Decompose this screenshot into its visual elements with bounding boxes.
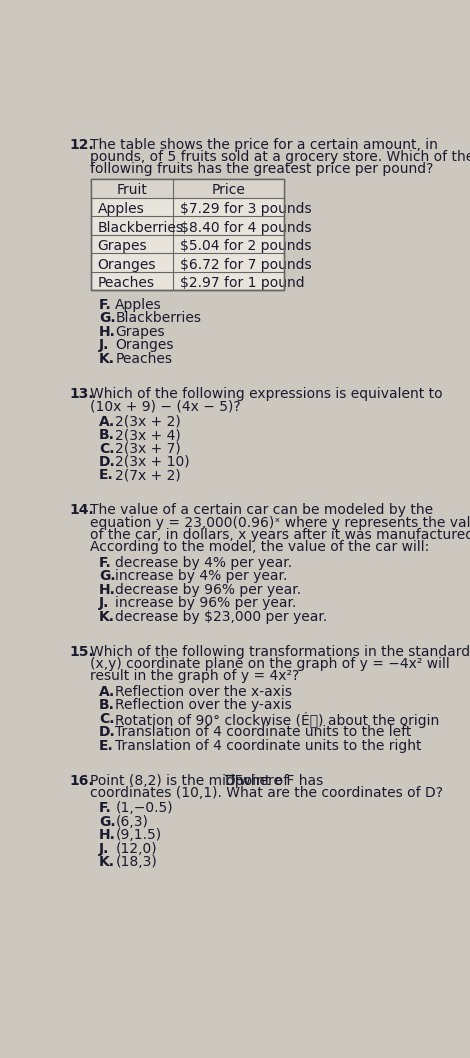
Text: (6,3): (6,3) bbox=[115, 815, 148, 829]
Text: C.: C. bbox=[99, 441, 115, 456]
Text: K.: K. bbox=[99, 855, 115, 870]
Text: G.: G. bbox=[99, 569, 116, 583]
Text: $6.72 for 7 pounds: $6.72 for 7 pounds bbox=[180, 258, 311, 272]
Text: 14.: 14. bbox=[70, 504, 94, 517]
Text: 2(3x + 10): 2(3x + 10) bbox=[115, 455, 190, 469]
Text: F.: F. bbox=[99, 298, 112, 312]
Text: increase by 4% per year.: increase by 4% per year. bbox=[115, 569, 288, 583]
Text: DF: DF bbox=[225, 773, 243, 788]
Text: A.: A. bbox=[99, 685, 115, 699]
Text: 16.: 16. bbox=[70, 773, 94, 788]
Text: The value of a certain car can be modeled by the: The value of a certain car can be modele… bbox=[90, 504, 433, 517]
Bar bbox=[91, 179, 283, 290]
Text: 2(3x + 2): 2(3x + 2) bbox=[115, 415, 181, 428]
Text: $2.97 for 1 pound: $2.97 for 1 pound bbox=[180, 276, 304, 290]
Text: G.: G. bbox=[99, 815, 116, 829]
Text: (18,3): (18,3) bbox=[115, 855, 157, 870]
Text: Which of the following expressions is equivalent to: Which of the following expressions is eq… bbox=[90, 387, 442, 401]
Text: Which of the following transformations in the standard: Which of the following transformations i… bbox=[90, 644, 470, 659]
Text: $5.04 for 2 pounds: $5.04 for 2 pounds bbox=[180, 239, 311, 253]
Text: (9,1.5): (9,1.5) bbox=[115, 828, 162, 842]
Text: decrease by $23,000 per year.: decrease by $23,000 per year. bbox=[115, 609, 328, 624]
Text: 2(3x + 4): 2(3x + 4) bbox=[115, 428, 181, 442]
Text: pounds, of 5 fruits sold at a grocery store. Which of the: pounds, of 5 fruits sold at a grocery st… bbox=[90, 150, 470, 164]
Text: D.: D. bbox=[99, 725, 116, 740]
Text: (10x + 9) − (4x − 5)?: (10x + 9) − (4x − 5)? bbox=[90, 399, 240, 414]
Text: 13.: 13. bbox=[70, 387, 94, 401]
Text: C.: C. bbox=[99, 712, 115, 726]
Text: coordinates (10,1). What are the coordinates of D?: coordinates (10,1). What are the coordin… bbox=[90, 786, 443, 800]
Text: Reflection over the y-axis: Reflection over the y-axis bbox=[115, 698, 292, 712]
Text: A.: A. bbox=[99, 415, 115, 428]
Text: J.: J. bbox=[99, 597, 110, 610]
Text: J.: J. bbox=[99, 339, 110, 352]
Text: B.: B. bbox=[99, 698, 115, 712]
Text: (x,y) coordinate plane on the graph of y = −4x² will: (x,y) coordinate plane on the graph of y… bbox=[90, 657, 449, 671]
Text: Oranges: Oranges bbox=[97, 258, 156, 272]
Text: decrease by 96% per year.: decrease by 96% per year. bbox=[115, 583, 301, 597]
Text: Point (8,2) is the midpoint of: Point (8,2) is the midpoint of bbox=[90, 773, 292, 788]
Text: increase by 96% per year.: increase by 96% per year. bbox=[115, 597, 297, 610]
Text: $8.40 for 4 pounds: $8.40 for 4 pounds bbox=[180, 221, 311, 235]
Text: result in the graph of y = 4x²?: result in the graph of y = 4x²? bbox=[90, 670, 299, 683]
Text: F.: F. bbox=[99, 555, 112, 570]
Text: G.: G. bbox=[99, 311, 116, 326]
Text: According to the model, the value of the car will:: According to the model, the value of the… bbox=[90, 541, 429, 554]
Text: equation y = 23,000(0.96)ˣ where y represents the value: equation y = 23,000(0.96)ˣ where y repre… bbox=[90, 516, 470, 530]
Text: B.: B. bbox=[99, 428, 115, 442]
Text: decrease by 4% per year.: decrease by 4% per year. bbox=[115, 555, 292, 570]
Text: E.: E. bbox=[99, 469, 114, 482]
Text: following fruits has the greatest price per pound?: following fruits has the greatest price … bbox=[90, 162, 433, 177]
Text: K.: K. bbox=[99, 352, 115, 366]
Text: Apples: Apples bbox=[115, 298, 162, 312]
Text: 2(7x + 2): 2(7x + 2) bbox=[115, 469, 181, 482]
Text: H.: H. bbox=[99, 583, 116, 597]
Text: 2(3x + 7): 2(3x + 7) bbox=[115, 441, 181, 456]
Text: 15.: 15. bbox=[70, 644, 94, 659]
Text: (1,−0.5): (1,−0.5) bbox=[115, 802, 173, 816]
Text: D.: D. bbox=[99, 455, 116, 469]
Text: The table shows the price for a certain amount, in: The table shows the price for a certain … bbox=[90, 138, 438, 151]
Text: H.: H. bbox=[99, 828, 116, 842]
Text: Grapes: Grapes bbox=[97, 239, 147, 253]
Bar bbox=[91, 179, 283, 198]
Text: Peaches: Peaches bbox=[97, 276, 155, 290]
Text: H.: H. bbox=[99, 325, 116, 339]
Text: K.: K. bbox=[99, 609, 115, 624]
Text: F.: F. bbox=[99, 802, 112, 816]
Text: Reflection over the x-axis: Reflection over the x-axis bbox=[115, 685, 292, 699]
Text: Peaches: Peaches bbox=[115, 352, 172, 366]
Bar bbox=[91, 179, 283, 290]
Text: Oranges: Oranges bbox=[115, 339, 174, 352]
Text: Grapes: Grapes bbox=[115, 325, 165, 339]
Text: Translation of 4 coordinate units to the right: Translation of 4 coordinate units to the… bbox=[115, 738, 422, 752]
Text: Translation of 4 coordinate units to the left: Translation of 4 coordinate units to the… bbox=[115, 725, 412, 740]
Text: J.: J. bbox=[99, 842, 110, 856]
Text: Rotation of 90° clockwise (É) about the origin: Rotation of 90° clockwise (É) about the… bbox=[115, 712, 439, 728]
Text: 12.: 12. bbox=[70, 138, 94, 151]
Text: $7.29 for 3 pounds: $7.29 for 3 pounds bbox=[180, 202, 311, 217]
Text: of the car, in dollars, x years after it was manufactured.: of the car, in dollars, x years after it… bbox=[90, 528, 470, 542]
Text: E.: E. bbox=[99, 738, 114, 752]
Text: Price: Price bbox=[212, 183, 245, 197]
Text: Blackberries: Blackberries bbox=[97, 221, 183, 235]
Text: Apples: Apples bbox=[97, 202, 144, 217]
Text: Fruit: Fruit bbox=[117, 183, 148, 197]
Text: Blackberries: Blackberries bbox=[115, 311, 201, 326]
Text: where F has: where F has bbox=[235, 773, 323, 788]
Text: (12,0): (12,0) bbox=[115, 842, 157, 856]
